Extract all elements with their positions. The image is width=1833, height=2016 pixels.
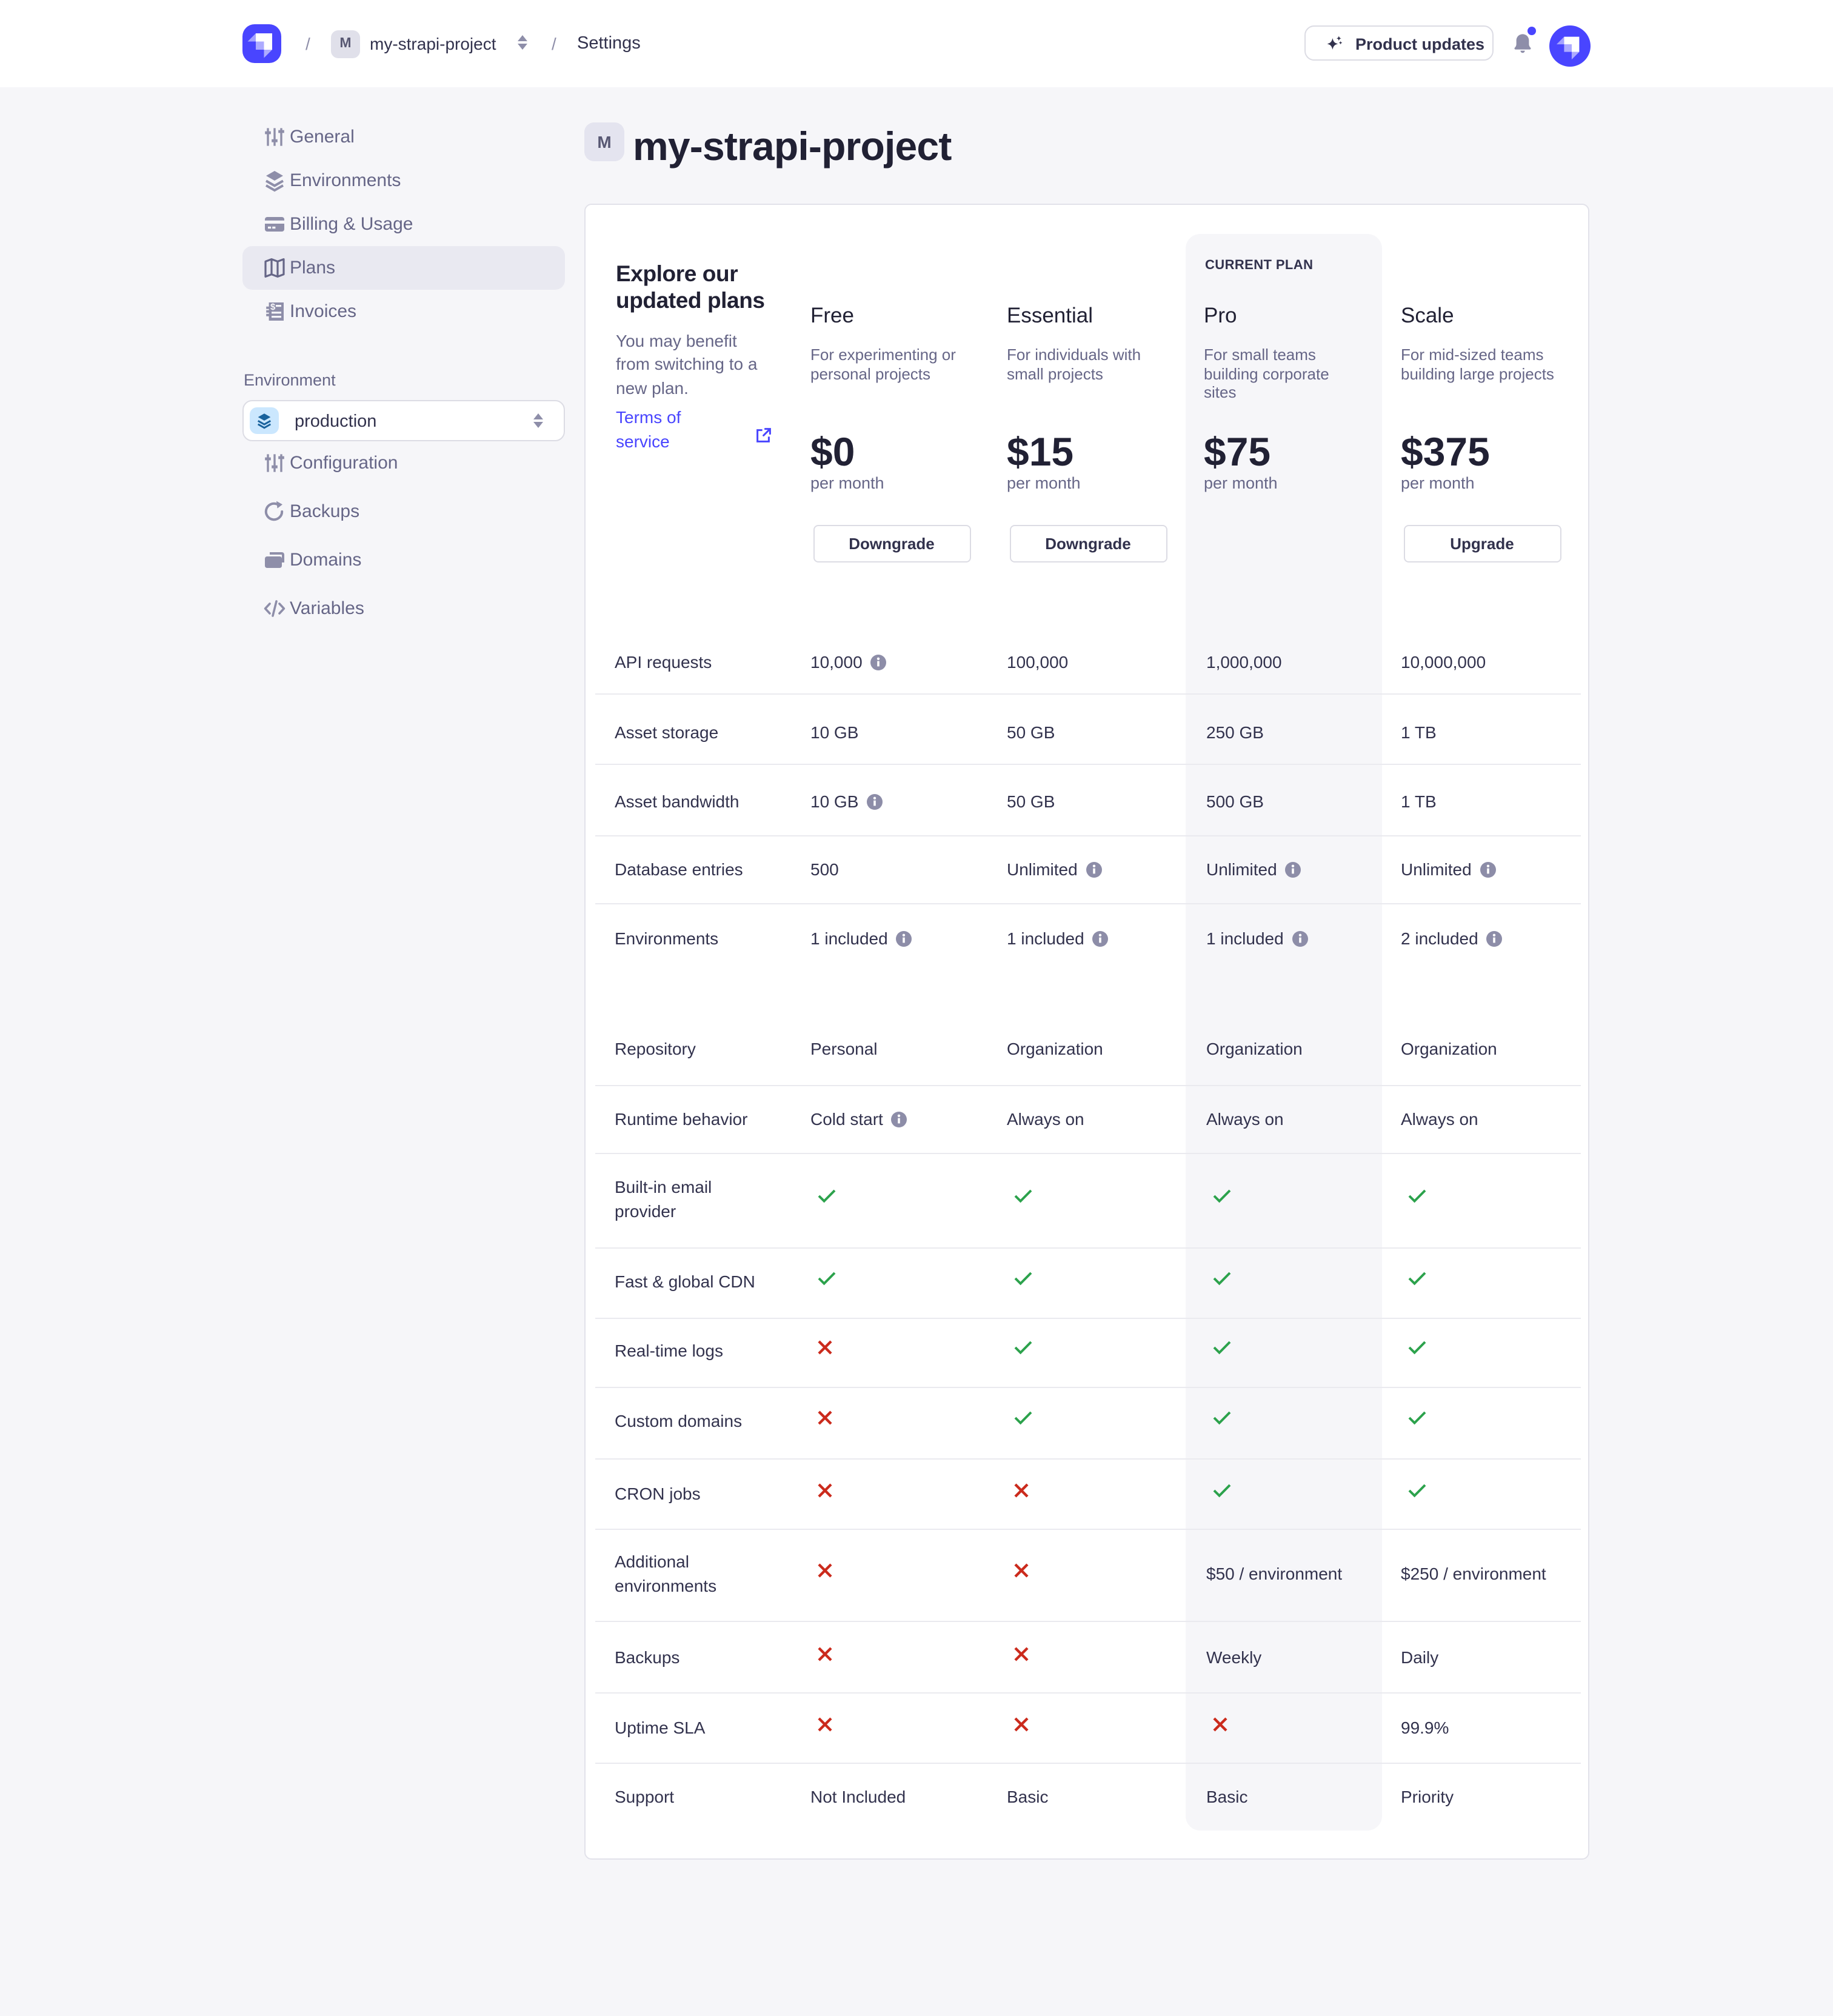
svg-text:$: $ [270,302,276,312]
